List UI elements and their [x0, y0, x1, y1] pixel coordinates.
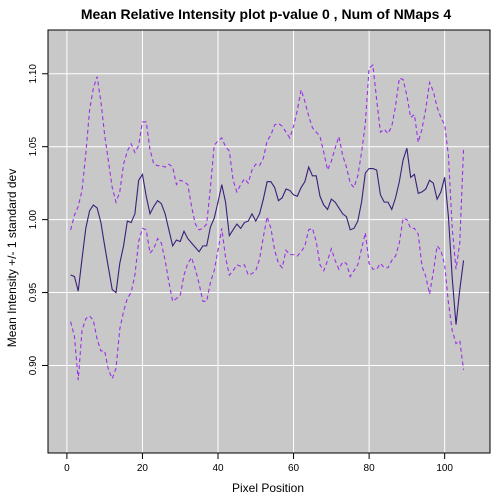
series-line-mean-plus-sd [70, 63, 465, 270]
y-tick-label: 0.90 [28, 355, 39, 375]
x-tick-label: 100 [436, 463, 453, 474]
x-tick-label: 0 [64, 463, 70, 474]
plot-frame [47, 29, 491, 454]
x-axis: 0 20 40 60 80 100 [64, 453, 453, 474]
x-tick-label: 80 [364, 463, 376, 474]
x-tick-label: 20 [137, 463, 149, 474]
grid-lines [48, 30, 490, 453]
x-tick-label: 40 [212, 463, 224, 474]
y-tick-label: 1.10 [28, 64, 39, 84]
x-axis-label: Pixel Position [232, 481, 304, 495]
plot-background [48, 30, 490, 453]
series-lines [70, 63, 465, 381]
x-tick-label: 60 [288, 463, 300, 474]
y-tick-label: 0.95 [28, 282, 39, 302]
y-axis-label: Mean Intensity +/- 1 standard dev [5, 169, 19, 347]
chart-title: Mean Relative Intensity plot p-value 0 ,… [81, 6, 452, 22]
y-tick-label: 1.00 [28, 209, 39, 229]
series-line-mean [70, 147, 465, 325]
y-tick-label: 1.05 [28, 137, 39, 157]
y-axis: 0.90 0.95 1.00 1.05 1.10 [28, 64, 48, 375]
series-line-mean-minus-sd [70, 216, 465, 381]
